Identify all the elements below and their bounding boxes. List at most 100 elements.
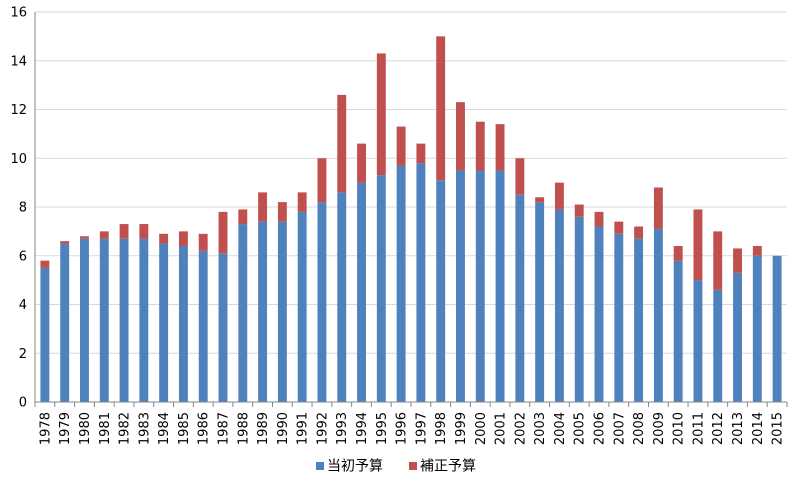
bar-supplementary-1980 [80, 236, 89, 239]
bar-initial-1979 [60, 243, 70, 402]
bar-initial-2013 [733, 272, 742, 402]
x-tick-label: 2001 [494, 412, 509, 445]
bar-supplementary-1979 [60, 241, 70, 244]
bar-supplementary-2004 [554, 182, 564, 210]
x-tick-label: 1982 [118, 412, 133, 445]
y-tick-label: 14 [10, 54, 27, 69]
bar-supplementary-2010 [673, 246, 683, 261]
bar-supplementary-2002 [515, 158, 525, 195]
bar-initial-1993 [337, 192, 347, 403]
bar-initial-1994 [357, 182, 366, 403]
x-tick-label: 1989 [256, 412, 271, 445]
bar-initial-1985 [178, 246, 188, 402]
bar-supplementary-2009 [653, 187, 663, 229]
bar-supplementary-2012 [713, 231, 723, 290]
bar-supplementary-1996 [396, 126, 406, 166]
bar-supplementary-1992 [317, 158, 327, 203]
bar-supplementary-2006 [594, 211, 604, 227]
x-tick-label: 1985 [177, 412, 192, 445]
x-tick-label: 1993 [335, 412, 350, 445]
y-tick-label: 0 [19, 396, 27, 411]
bar-initial-2009 [653, 228, 663, 402]
bar-initial-1998 [436, 180, 446, 402]
y-tick-label: 6 [19, 249, 27, 264]
x-tick-label: 1994 [355, 412, 370, 445]
bar-supplementary-1998 [436, 36, 446, 181]
x-tick-label: 2006 [593, 412, 608, 445]
bar-supplementary-1984 [159, 233, 169, 244]
bar-initial-2005 [574, 216, 584, 402]
bar-supplementary-2014 [752, 246, 762, 256]
x-tick-label: 2005 [573, 412, 588, 445]
bar-supplementary-1999 [456, 102, 465, 171]
bar-initial-1997 [416, 163, 426, 402]
bar-supplementary-1983 [139, 224, 149, 239]
x-tick-label: 1990 [276, 412, 291, 445]
bar-initial-1992 [317, 202, 327, 402]
bar-initial-2012 [713, 289, 723, 403]
legend-swatch-initial [316, 462, 324, 470]
bar-initial-1996 [396, 165, 406, 402]
x-tick-label: 2000 [474, 412, 489, 445]
bar-initial-1987 [218, 253, 228, 402]
bar-supplementary-1988 [238, 209, 248, 225]
bar-initial-2002 [515, 194, 525, 402]
bar-supplementary-1990 [277, 202, 287, 222]
y-tick-label: 4 [19, 298, 27, 313]
bar-initial-1991 [297, 211, 307, 403]
bar-supplementary-2005 [574, 204, 584, 217]
x-tick-label: 2011 [691, 412, 706, 445]
y-tick-label: 8 [19, 201, 27, 216]
x-tick-label: 1988 [236, 412, 251, 445]
x-tick-label: 1996 [395, 412, 410, 445]
legend-label-initial: 当初予算 [327, 458, 383, 475]
bar-supplementary-1985 [178, 231, 188, 247]
x-tick-label: 1992 [315, 412, 330, 445]
x-tick-label: 2003 [533, 412, 548, 445]
bar-initial-1984 [159, 243, 169, 402]
x-tick-label: 2014 [751, 412, 766, 445]
bar-initial-1981 [99, 238, 109, 402]
bar-supplementary-2013 [733, 248, 742, 273]
bar-initial-2001 [495, 170, 505, 402]
bar-initial-1990 [277, 221, 287, 403]
bar-supplementary-2008 [634, 226, 644, 239]
x-tick-label: 2009 [652, 412, 667, 445]
x-tick-label: 2007 [612, 412, 627, 445]
bar-initial-2008 [634, 238, 644, 402]
bar-initial-2003 [535, 202, 545, 402]
bar-supplementary-1986 [198, 233, 208, 251]
y-tick-label: 12 [10, 103, 27, 118]
bar-initial-1995 [376, 175, 386, 402]
x-tick-label: 1999 [454, 412, 469, 445]
bar-initial-2011 [693, 280, 703, 403]
x-tick-label: 2002 [513, 412, 528, 445]
bar-initial-1978 [40, 267, 50, 402]
x-tick-labels: 1978 1979 1980 1981 1982 1983 1984 1985 1986 1987… [38, 412, 785, 445]
legend: 当初予算 補正予算 [316, 458, 476, 475]
x-tick-label: 2013 [731, 412, 746, 445]
x-tick-label: 2015 [771, 412, 786, 445]
x-tick-label: 2012 [711, 412, 726, 445]
bar-initial-2010 [673, 260, 683, 403]
bar-supplementary-1993 [337, 94, 347, 193]
x-tick-label: 1991 [296, 412, 311, 445]
axes [34, 12, 788, 407]
bar-supplementary-2011 [693, 209, 703, 281]
bar-supplementary-1982 [119, 224, 129, 239]
x-tick-label: 1979 [58, 412, 73, 445]
bar-supplementary-1978 [40, 260, 50, 268]
bar-supplementary-2007 [614, 221, 624, 234]
bar-supplementary-2000 [475, 121, 485, 171]
y-tick-label: 16 [10, 6, 27, 21]
bar-initial-2000 [475, 170, 485, 402]
bar-initial-1999 [456, 170, 465, 402]
bar-initial-2015 [772, 255, 782, 402]
bar-supplementary-2001 [495, 124, 505, 171]
x-tick-label: 1987 [217, 412, 232, 445]
bar-supplementary-1997 [416, 143, 426, 164]
x-tick-label: 1980 [78, 412, 93, 445]
legend-swatch-supplementary [409, 462, 417, 470]
